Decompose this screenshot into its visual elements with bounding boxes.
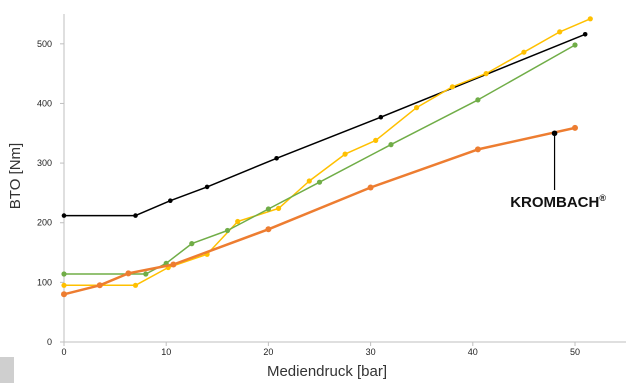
data-point — [189, 241, 195, 247]
x-tick-label: 0 — [61, 347, 66, 357]
data-point — [276, 205, 282, 211]
x-tick-label: 50 — [570, 347, 580, 357]
y-axis-label: BTO [Nm] — [7, 143, 24, 209]
y-tick-label: 100 — [37, 277, 52, 287]
y-tick-label: 0 — [47, 337, 52, 347]
corner-marker — [0, 357, 14, 383]
data-point — [61, 213, 67, 218]
data-point — [474, 146, 481, 153]
annotation-dot — [551, 130, 558, 137]
data-point — [367, 184, 374, 191]
data-point — [449, 84, 455, 90]
brand-annotation: KROMBACH® — [510, 193, 606, 211]
series-4 — [61, 124, 578, 298]
series-line — [63, 126, 576, 296]
data-point — [265, 226, 272, 233]
data-point — [143, 271, 149, 277]
y-tick-label: 500 — [37, 39, 52, 49]
data-point — [572, 124, 578, 131]
data-point — [168, 198, 173, 203]
data-point — [61, 282, 67, 288]
data-point — [204, 184, 210, 190]
data-point — [316, 179, 323, 185]
data-point — [373, 137, 379, 143]
series-1 — [61, 32, 588, 218]
data-point — [96, 282, 103, 289]
data-point — [133, 213, 138, 218]
data-point — [572, 42, 578, 48]
data-point — [132, 282, 139, 288]
x-tick-label: 20 — [263, 347, 273, 357]
x-tick-label: 10 — [161, 347, 171, 357]
y-tick-label: 200 — [37, 218, 52, 228]
data-point — [483, 71, 489, 77]
data-point — [388, 142, 394, 148]
x-tick-label: 40 — [468, 347, 478, 357]
data-point — [61, 271, 67, 277]
data-point — [224, 227, 231, 234]
series-line — [64, 18, 591, 287]
data-point — [274, 156, 279, 161]
data-point — [521, 49, 527, 55]
data-point — [414, 105, 420, 111]
annotations: KROMBACH® — [510, 130, 606, 211]
series-group — [61, 16, 593, 298]
data-point — [557, 29, 563, 35]
data-point — [125, 270, 132, 277]
data-point — [170, 261, 177, 268]
data-point — [587, 16, 593, 22]
data-point — [265, 206, 271, 212]
brand-annotation-text: KROMBACH — [510, 194, 599, 211]
x-axis-label: Mediendruck [bar] — [267, 363, 387, 380]
data-point — [342, 151, 348, 157]
series-2 — [61, 16, 593, 288]
data-point — [378, 114, 384, 120]
series-3 — [61, 42, 578, 277]
series-line — [64, 44, 576, 275]
y-tick-label: 300 — [37, 158, 52, 168]
data-point — [475, 97, 481, 103]
x-tick-label: 30 — [366, 347, 376, 357]
registered-mark: ® — [599, 193, 606, 203]
data-point — [235, 218, 241, 225]
y-tick-label: 400 — [37, 98, 52, 108]
data-point — [306, 178, 312, 184]
data-point — [61, 291, 67, 298]
data-point — [582, 32, 588, 37]
